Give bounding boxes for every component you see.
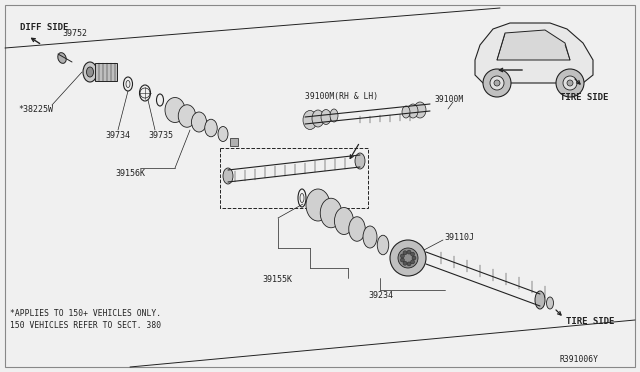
Text: TIRE SIDE: TIRE SIDE [560,93,609,102]
Text: DIFF SIDE: DIFF SIDE [20,23,68,32]
Ellipse shape [377,235,388,255]
Text: 39735: 39735 [148,131,173,141]
Ellipse shape [218,126,228,141]
Circle shape [407,250,411,254]
Ellipse shape [191,112,207,132]
Ellipse shape [321,109,331,125]
Circle shape [556,69,584,97]
Ellipse shape [205,119,217,137]
Circle shape [412,256,416,260]
Circle shape [401,258,404,262]
Ellipse shape [414,102,426,118]
Circle shape [401,254,404,258]
Bar [95,63,117,81]
Circle shape [390,240,426,276]
Text: *APPLIES TO 150+ VEHICLES ONLY.: *APPLIES TO 150+ VEHICLES ONLY. [10,310,161,318]
Bar [230,138,238,146]
Circle shape [563,76,577,90]
Bar [220,148,368,208]
Ellipse shape [547,297,554,309]
Circle shape [403,261,407,265]
Polygon shape [497,30,570,60]
Circle shape [403,251,407,255]
Text: 39110J: 39110J [444,234,474,243]
Text: 150 VEHICLES REFER TO SECT. 380: 150 VEHICLES REFER TO SECT. 380 [10,321,161,330]
Circle shape [494,80,500,86]
Text: 39752: 39752 [62,29,87,38]
Ellipse shape [330,109,338,122]
Circle shape [411,260,415,264]
Ellipse shape [303,110,317,129]
Ellipse shape [306,189,330,221]
Text: 39100M: 39100M [435,96,464,105]
Text: TIRE SIDE: TIRE SIDE [566,317,614,327]
Circle shape [483,69,511,97]
Ellipse shape [58,53,66,63]
Text: 39156K: 39156K [115,170,145,179]
Ellipse shape [165,97,185,122]
Text: *38225W: *38225W [18,106,53,115]
Ellipse shape [312,110,324,127]
Ellipse shape [179,105,196,127]
Ellipse shape [355,153,365,169]
Text: 39155K: 39155K [262,276,292,285]
Ellipse shape [335,208,353,234]
Ellipse shape [408,104,418,118]
Ellipse shape [83,62,97,82]
Circle shape [411,252,415,256]
Ellipse shape [86,67,93,77]
Ellipse shape [223,168,233,184]
Ellipse shape [349,217,365,241]
Ellipse shape [402,106,410,118]
Circle shape [407,262,411,266]
Text: R391006Y: R391006Y [560,356,599,365]
Ellipse shape [320,198,342,228]
Text: 39234: 39234 [368,292,393,301]
Circle shape [567,80,573,86]
Circle shape [490,76,504,90]
Ellipse shape [535,291,545,309]
Text: 39734: 39734 [105,131,130,141]
Polygon shape [475,23,593,83]
Text: 39100M(RH & LH): 39100M(RH & LH) [305,93,378,102]
Circle shape [398,248,418,268]
Ellipse shape [363,226,377,248]
